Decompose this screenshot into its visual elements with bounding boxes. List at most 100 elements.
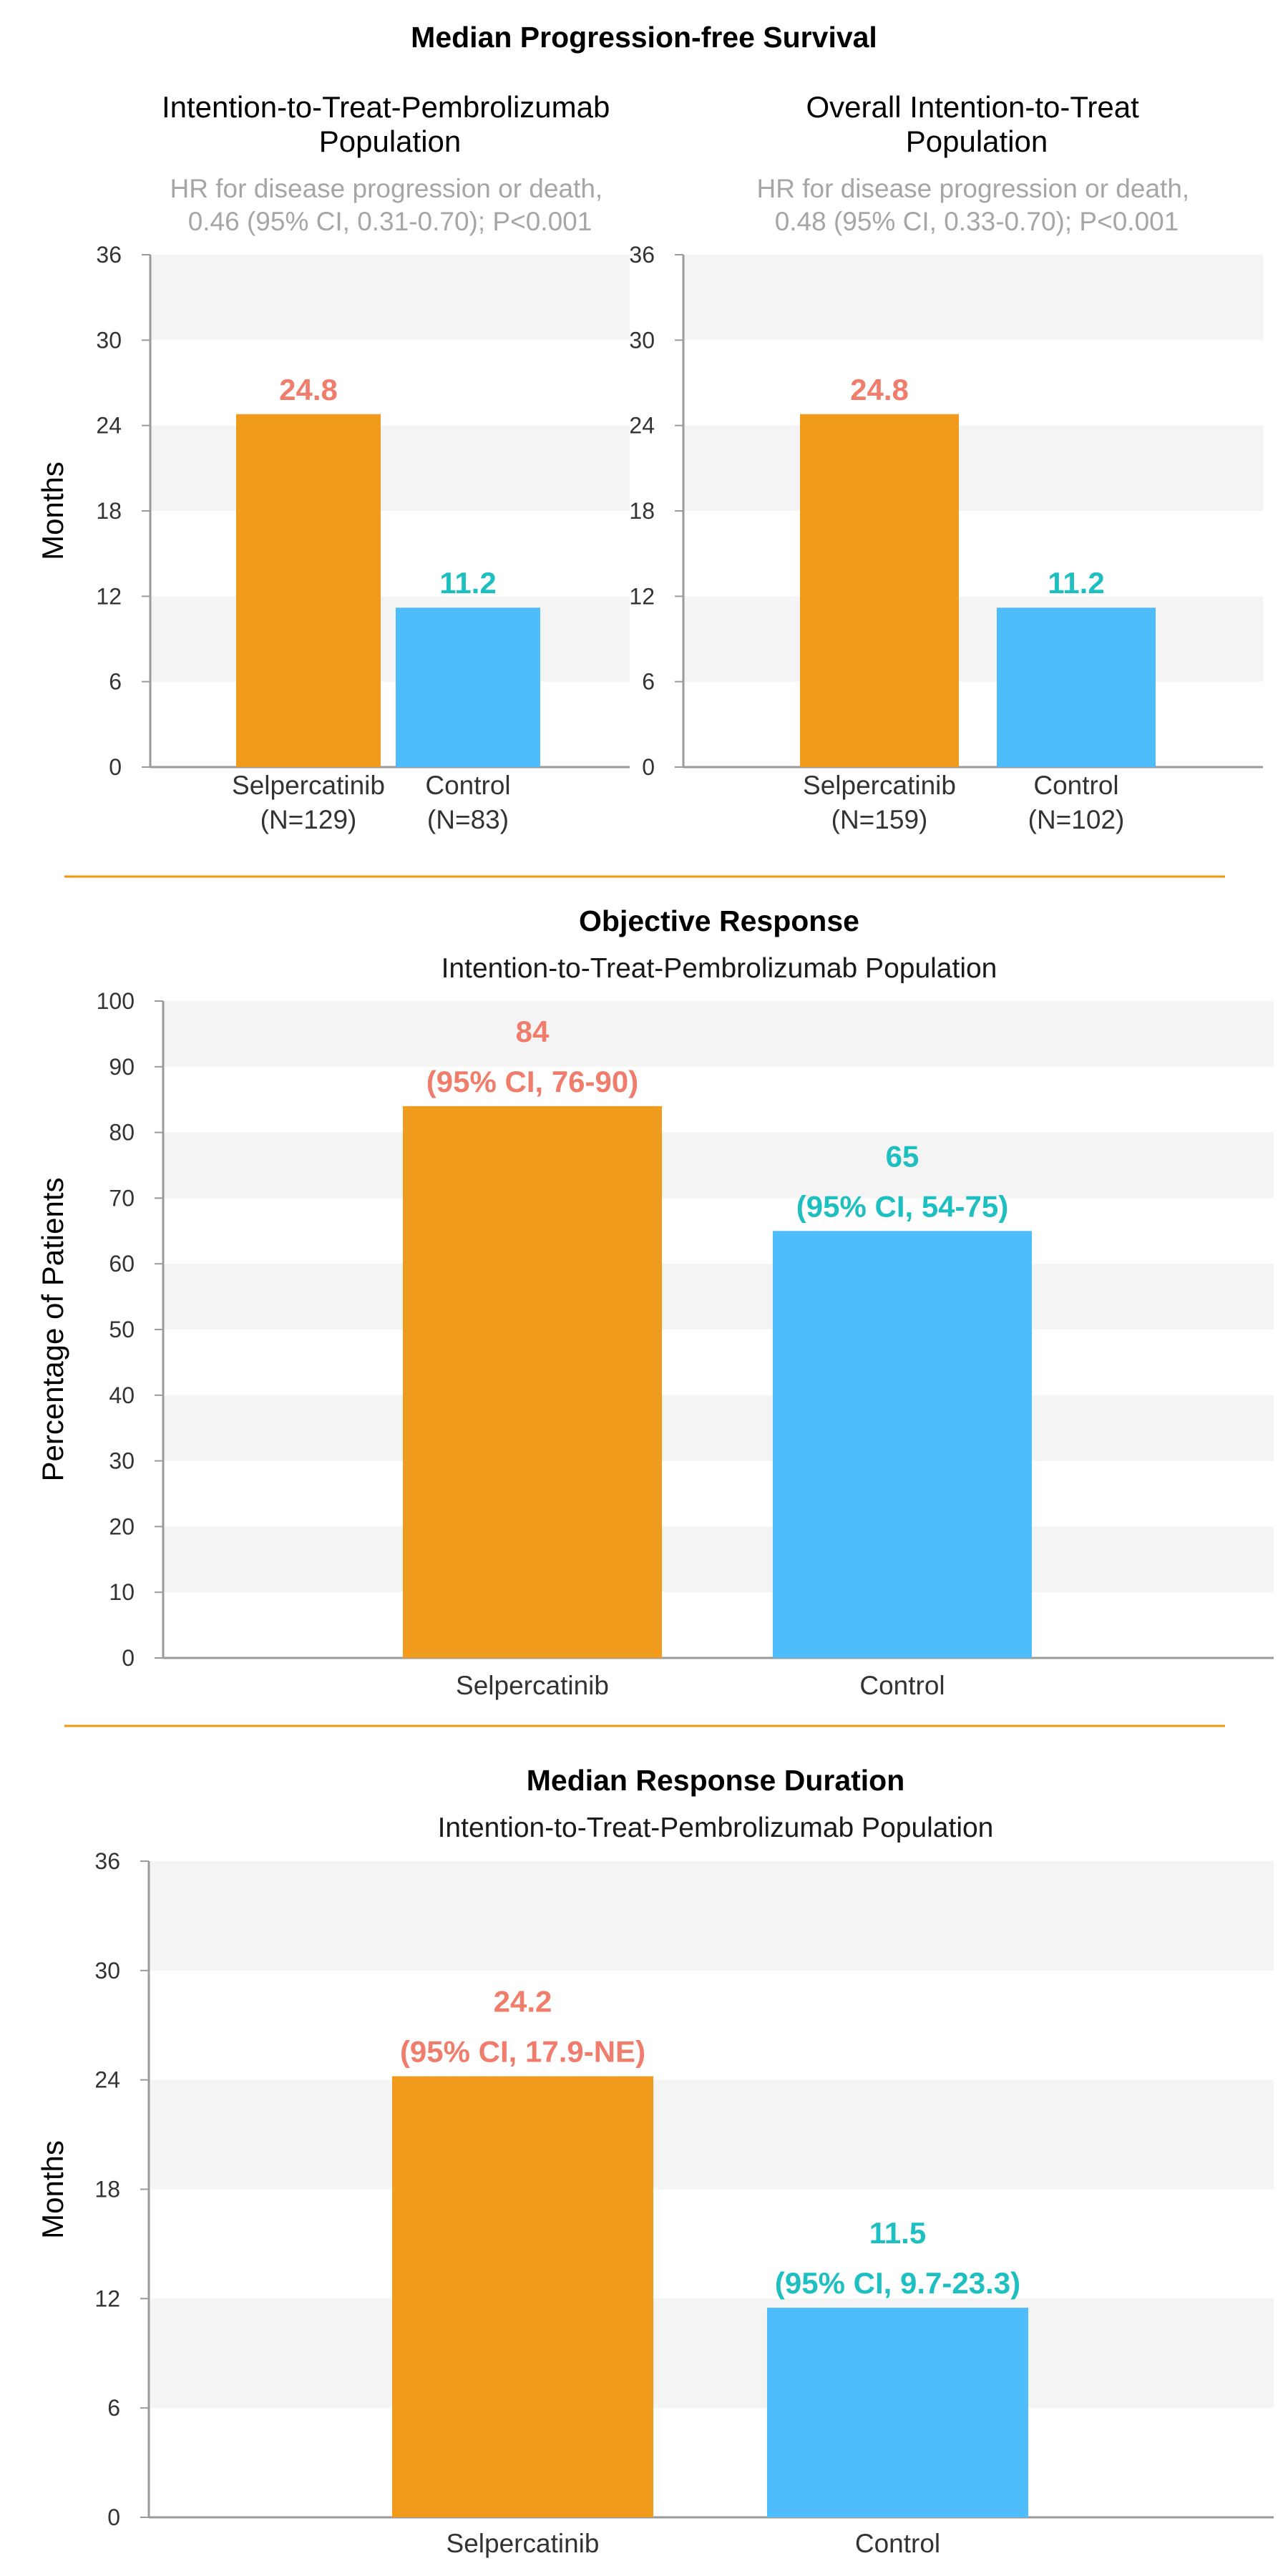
- response-subtitle: Intention-to-Treat-Pembrolizumab Populat…: [441, 953, 997, 984]
- grid-band: [149, 2298, 1274, 2409]
- y-tick-label: 30: [109, 1448, 135, 1474]
- data-label: (95% CI, 76-90): [426, 1065, 638, 1098]
- pfs-section-title: Median Progression-free Survival: [411, 21, 877, 54]
- pfs-itt-pembro-title-line2: Population: [319, 125, 462, 158]
- y-tick-label: 12: [96, 583, 122, 609]
- duration-subtitle: Intention-to-Treat-Pembrolizumab Populat…: [438, 1813, 994, 1843]
- category-label: Selpercatinib: [456, 1671, 609, 1700]
- selpercatinib-bar: [403, 1106, 662, 1658]
- control-bar: [997, 608, 1156, 767]
- y-tick-label: 10: [109, 1579, 135, 1605]
- pfs-itt-pembro-hr-line1: HR for disease progression or death,: [170, 174, 603, 203]
- pfs-overall-itt-hr-line2: 0.48 (95% CI, 0.33-0.70); P<0.001: [775, 207, 1179, 236]
- pfs-overall-itt-hr-line1: HR for disease progression or death,: [757, 174, 1190, 203]
- y-tick-label: 12: [629, 583, 655, 609]
- pfs-itt-pembro-title: Intention-to-Treat-Pembrolizumab Populat…: [162, 90, 618, 158]
- y-tick-label: 36: [629, 242, 655, 268]
- grid-band: [683, 596, 1263, 682]
- category-label: Control: [859, 1671, 945, 1700]
- pfs-overall-itt-chart: 0 6 12 18 24 30 36 24.8 Selpercatinib (N=159) 11.2…: [629, 242, 1263, 834]
- grid-band: [150, 596, 630, 682]
- y-tick-label: 24: [96, 413, 122, 439]
- y-tick-label: 18: [94, 2177, 120, 2202]
- grid-band: [163, 1132, 1274, 1199]
- category-label: Control: [425, 771, 510, 800]
- y-tick-label: 60: [109, 1251, 135, 1277]
- pfs-overall-itt-title-line1: Overall Intention-to-Treat: [806, 90, 1140, 124]
- pfs-overall-itt-title: Overall Intention-to-Treat Population: [806, 90, 1148, 158]
- y-tick-label: 0: [109, 754, 122, 780]
- selpercatinib-bar: [800, 414, 959, 767]
- y-tick-label: 36: [94, 1848, 120, 1874]
- response-chart: 0 10 20 30 40 50 60 70 80 90 100 Percentage of Pati…: [36, 988, 1274, 1700]
- y-tick-label: 50: [109, 1317, 135, 1342]
- category-label: Selpercatinib: [447, 2529, 600, 2558]
- y-tick-label: 6: [107, 2395, 120, 2421]
- pfs-overall-itt-title-line2: Population: [906, 125, 1048, 158]
- y-tick-label: 24: [94, 2067, 120, 2093]
- data-label: (95% CI, 17.9-NE): [400, 2035, 645, 2069]
- y-tick-label: 18: [96, 498, 122, 524]
- category-label: Control: [1033, 771, 1118, 800]
- y-tick-label: 24: [629, 413, 655, 439]
- category-label: (N=102): [1028, 805, 1125, 834]
- data-label: 11.2: [1048, 566, 1104, 600]
- control-bar: [767, 2308, 1028, 2517]
- y-tick-label: 0: [107, 2504, 120, 2530]
- selpercatinib-bar: [392, 2076, 653, 2517]
- duration-section-title: Median Response Duration: [527, 1764, 905, 1797]
- control-bar: [773, 1231, 1032, 1658]
- y-tick-label: 100: [97, 988, 135, 1014]
- y-tick-label: 20: [109, 1513, 135, 1539]
- y-tick-label: 6: [642, 669, 655, 695]
- y-tick-label: 30: [94, 1958, 120, 1984]
- category-label: (N=159): [831, 805, 928, 834]
- y-tick-label: 70: [109, 1185, 135, 1211]
- category-label: Selpercatinib: [803, 771, 956, 800]
- grid-band: [683, 255, 1263, 341]
- category-label: (N=129): [260, 805, 357, 834]
- selpercatinib-bar: [236, 414, 381, 767]
- data-label: (95% CI, 54-75): [796, 1189, 1008, 1223]
- y-tick-label: 40: [109, 1382, 135, 1408]
- duration-chart: 0 6 12 18 24 30 36 Months 24.2 (95% CI, 17.9-NE) S…: [36, 1848, 1274, 2558]
- control-bar: [396, 608, 540, 767]
- data-label: 11.2: [439, 566, 496, 600]
- grid-band: [150, 425, 630, 511]
- y-tick-label: 90: [109, 1054, 135, 1080]
- y-tick-label: 0: [642, 754, 655, 780]
- data-label: 24.8: [279, 373, 338, 406]
- data-label: 84: [516, 1015, 550, 1048]
- data-label: 24.2: [494, 1985, 552, 2019]
- data-label: (95% CI, 9.7-23.3): [775, 2266, 1020, 2300]
- data-label: 11.5: [869, 2216, 926, 2250]
- pfs-itt-pembro-hr-line2: 0.46 (95% CI, 0.31-0.70); P<0.001: [188, 207, 592, 236]
- grid-band: [149, 2079, 1274, 2190]
- y-tick-label: 80: [109, 1120, 135, 1146]
- pfs-itt-pembro-hr: HR for disease progression or death, 0.4…: [170, 174, 610, 236]
- grid-band: [163, 1395, 1274, 1461]
- y-axis-label: Percentage of Patients: [36, 1178, 69, 1482]
- grid-band: [149, 1861, 1274, 1971]
- grid-band: [163, 1264, 1274, 1330]
- y-tick-label: 18: [629, 498, 655, 524]
- grid-band: [683, 425, 1263, 511]
- grid-band: [163, 1526, 1274, 1593]
- pfs-itt-pembro-chart: 0 6 12 18 24 30 36 Months 24.8 Selpercatinib (N=12…: [36, 242, 630, 834]
- category-label: Selpercatinib: [232, 771, 385, 800]
- y-tick-label: 12: [94, 2285, 120, 2311]
- y-tick-label: 36: [96, 242, 122, 268]
- y-tick-label: 30: [96, 327, 122, 353]
- category-label: (N=83): [427, 805, 509, 834]
- pfs-itt-pembro-title-line1: Intention-to-Treat-Pembrolizumab: [162, 90, 610, 124]
- data-label: 24.8: [850, 373, 909, 406]
- response-section-title: Objective Response: [579, 904, 859, 937]
- data-label: 65: [886, 1139, 919, 1173]
- grid-band: [150, 255, 630, 341]
- y-axis-label: Months: [36, 2140, 69, 2239]
- pfs-overall-itt-hr: HR for disease progression or death, 0.4…: [757, 174, 1197, 236]
- y-tick-label: 0: [122, 1645, 135, 1671]
- grid-band: [163, 1001, 1274, 1067]
- y-tick-label: 6: [109, 669, 122, 695]
